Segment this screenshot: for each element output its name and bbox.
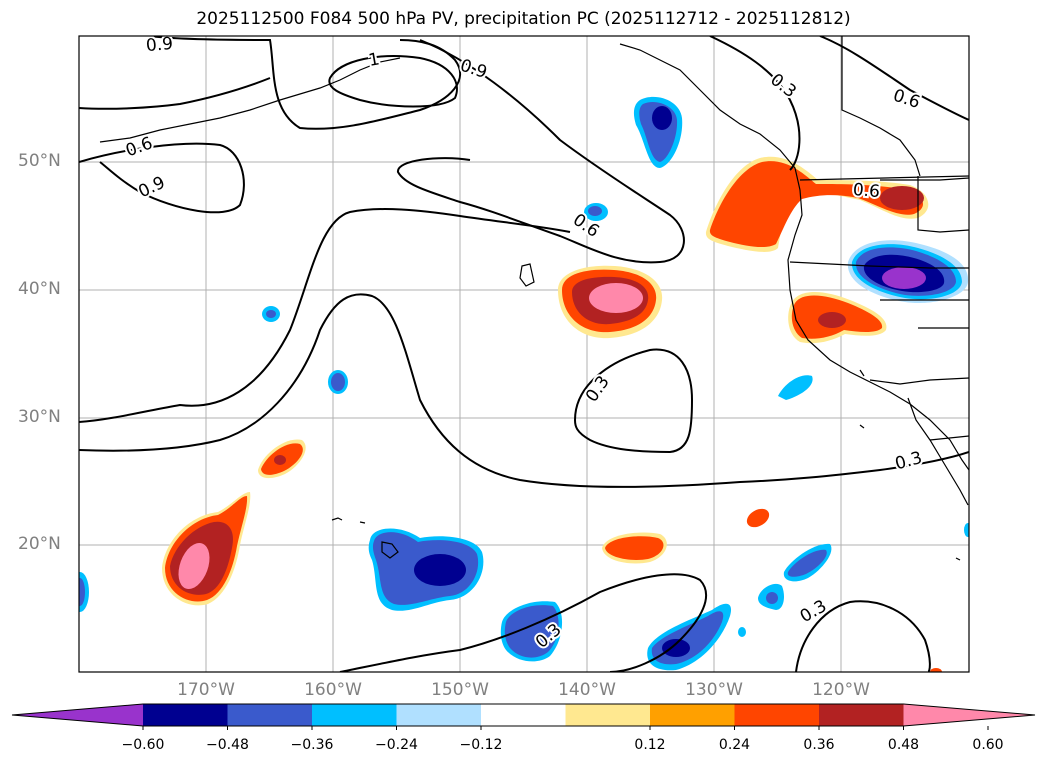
colorbar-tick-label: 0.60 <box>972 737 1004 753</box>
contour-label: 0.6 <box>852 180 881 202</box>
lon-label-130w: 130°W <box>685 680 743 700</box>
positive-anomaly <box>605 536 664 560</box>
positive-anomaly <box>880 186 924 210</box>
colorbar-extend-min <box>12 704 143 726</box>
colorbar-tick-label: 0.12 <box>634 737 666 753</box>
negative-anomaly <box>588 206 602 216</box>
negative-anomaly <box>787 549 827 577</box>
lon-label-150w: 150°W <box>431 680 489 700</box>
negative-anomaly <box>331 373 345 391</box>
negative-anomaly <box>414 554 466 586</box>
negative-anomaly <box>662 639 690 657</box>
colorbar <box>11 703 1036 730</box>
colorbar-segment <box>396 704 482 726</box>
lat-label-50n: 50°N <box>18 151 61 171</box>
negative-anomaly <box>766 592 778 604</box>
colorbar-segment <box>227 704 313 726</box>
contour-label: 0.9 <box>145 34 174 56</box>
colorbar-tick-label: 0.36 <box>803 737 835 753</box>
lat-label-20n: 20°N <box>18 534 61 554</box>
colorbar-tick-label: −0.24 <box>375 737 418 753</box>
negative-anomaly <box>964 523 969 537</box>
positive-anomaly <box>274 455 286 465</box>
positive-anomaly <box>709 161 924 248</box>
colorbar-tick-label: 0.24 <box>718 737 751 753</box>
map-frame <box>78 35 970 673</box>
lon-label-140w: 140°W <box>558 680 616 700</box>
negative-anomaly <box>266 310 276 318</box>
pv-contours <box>79 36 969 672</box>
negative-anomaly <box>882 267 926 289</box>
map-plot-area: 0.9 1 0.9 0.6 0.9 0.6 0.3 0.6 0.6 0.3 0.… <box>79 34 969 672</box>
colorbar-segment <box>734 704 820 726</box>
precip-anomalies <box>79 96 969 672</box>
lon-label-120w: 120°W <box>812 680 870 700</box>
negative-anomaly <box>652 106 672 130</box>
lat-label-40n: 40°N <box>18 279 61 299</box>
colorbar-tick-label: −0.12 <box>459 737 503 753</box>
colorbar-segment <box>312 704 397 726</box>
negative-anomaly <box>504 605 559 658</box>
positive-anomaly <box>746 508 770 528</box>
colorbar-tick-label: −0.60 <box>121 737 165 753</box>
negative-anomaly <box>738 627 746 637</box>
colorbar-segment <box>650 704 735 726</box>
colorbar-segment <box>143 704 228 726</box>
coastlines <box>99 36 969 561</box>
positive-anomaly <box>818 312 846 328</box>
positive-anomaly <box>178 542 210 590</box>
colorbar-extend-max <box>903 704 1035 726</box>
lon-label-170w: 170°W <box>177 680 235 700</box>
colorbar-tick-label: −0.36 <box>290 737 334 753</box>
colorbar-tick-label: −0.48 <box>206 737 249 753</box>
map-title: 2025112500 F084 500 hPa PV, precipitatio… <box>196 9 851 29</box>
negative-anomaly <box>79 578 85 606</box>
colorbar-segment <box>481 704 566 726</box>
positive-anomaly <box>930 668 942 672</box>
colorbar-segment <box>819 704 904 726</box>
lat-label-30n: 30°N <box>18 407 61 427</box>
negative-anomaly <box>778 375 813 400</box>
colorbar-segment <box>565 704 651 726</box>
colorbar-tick-label: 0.48 <box>887 737 920 753</box>
lon-label-160w: 160°W <box>304 680 362 700</box>
positive-anomaly <box>589 283 643 313</box>
